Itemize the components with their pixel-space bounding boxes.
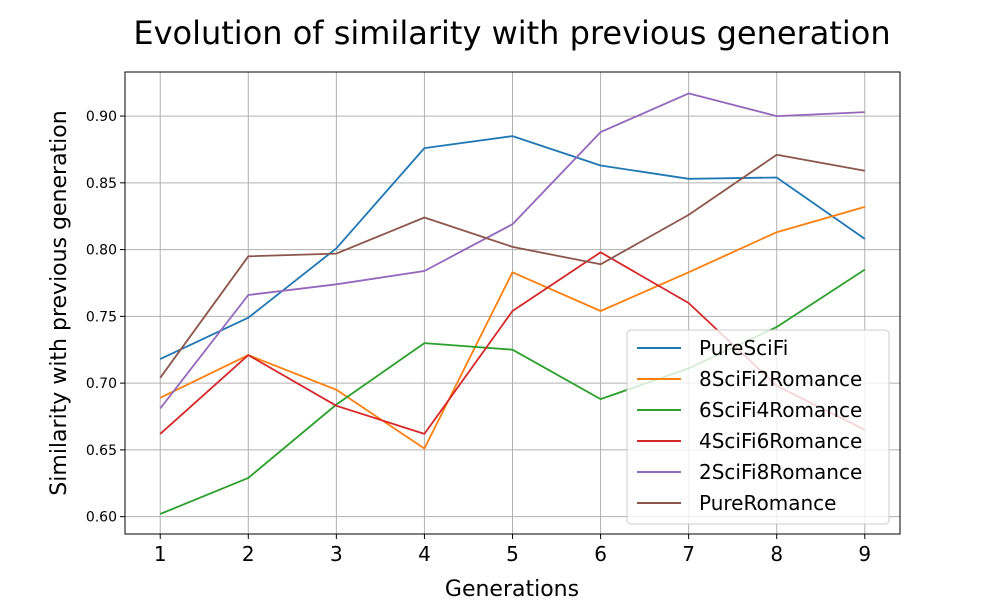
x-tick-label: 4 (418, 542, 431, 566)
y-tick-label: 0.65 (86, 443, 117, 459)
y-tick-label: 0.90 (86, 109, 117, 125)
x-axis-label: Generations (445, 577, 579, 600)
legend: PureSciFi 8SciFi2Romance 6SciFi4Romance 4Sc… (626, 329, 890, 525)
y-tick-label: 0.80 (86, 243, 117, 259)
legend-label: 2SciFi8Romance (699, 460, 862, 484)
series-line-8SciFi2Romance (159, 206, 866, 450)
x-tick-label: 3 (330, 542, 343, 566)
x-tick-label: 5 (506, 542, 519, 566)
axis-ticks: 1 2 3 4 5 6 7 8 9 0.60 0.65 0.70 0.75 0.80 0.85 0.90 (86, 109, 871, 566)
series-line-PureRomance (159, 153, 865, 379)
legend-box (626, 329, 890, 525)
y-tick-label: 0.60 (86, 510, 117, 526)
series-lines (159, 92, 866, 515)
x-tick-label: 6 (594, 542, 607, 566)
y-axis-label: Similarity with previous generation (47, 110, 72, 495)
y-tick-label: 0.75 (86, 309, 117, 325)
legend-label: 4SciFi6Romance (699, 429, 862, 453)
y-tick-label: 0.85 (86, 176, 117, 192)
series-line-2SciFi8Romance (159, 92, 865, 410)
x-tick-label: 8 (770, 542, 783, 566)
legend-label: PureRomance (699, 491, 836, 515)
chart-title: Evolution of similarity with previous ge… (133, 14, 890, 52)
series-line-PureSciFi (159, 135, 866, 360)
y-tick-label: 0.70 (86, 376, 117, 392)
legend-label: 8SciFi2Romance (699, 367, 862, 391)
x-tick-label: 7 (682, 542, 695, 566)
legend-label: 6SciFi4Romance (699, 398, 862, 422)
legend-label: PureSciFi (699, 336, 788, 360)
x-tick-label: 9 (858, 542, 871, 566)
x-tick-label: 1 (154, 542, 167, 566)
x-tick-label: 2 (242, 542, 255, 566)
